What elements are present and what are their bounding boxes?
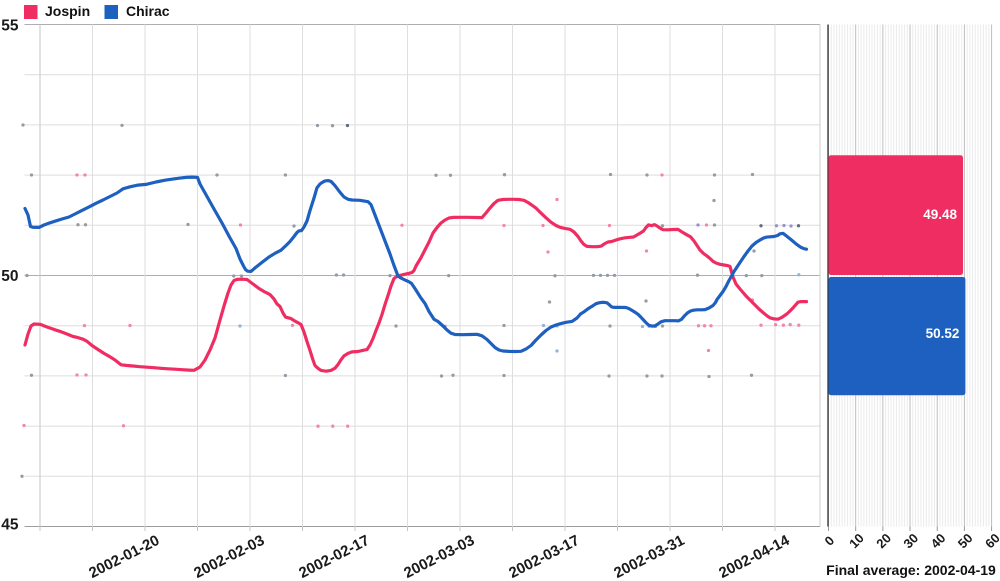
svg-text:45: 45 xyxy=(1,517,19,534)
svg-text:50: 50 xyxy=(1,268,18,285)
svg-text:Jospin: Jospin xyxy=(45,3,90,19)
svg-text:50.52: 50.52 xyxy=(926,326,960,341)
svg-text:Chirac: Chirac xyxy=(126,3,170,19)
svg-text:Final average: 2002-04-19: Final average: 2002-04-19 xyxy=(826,562,996,578)
svg-text:55: 55 xyxy=(1,18,19,35)
svg-text:60: 60 xyxy=(982,530,1000,551)
svg-text:49.48: 49.48 xyxy=(923,207,957,222)
